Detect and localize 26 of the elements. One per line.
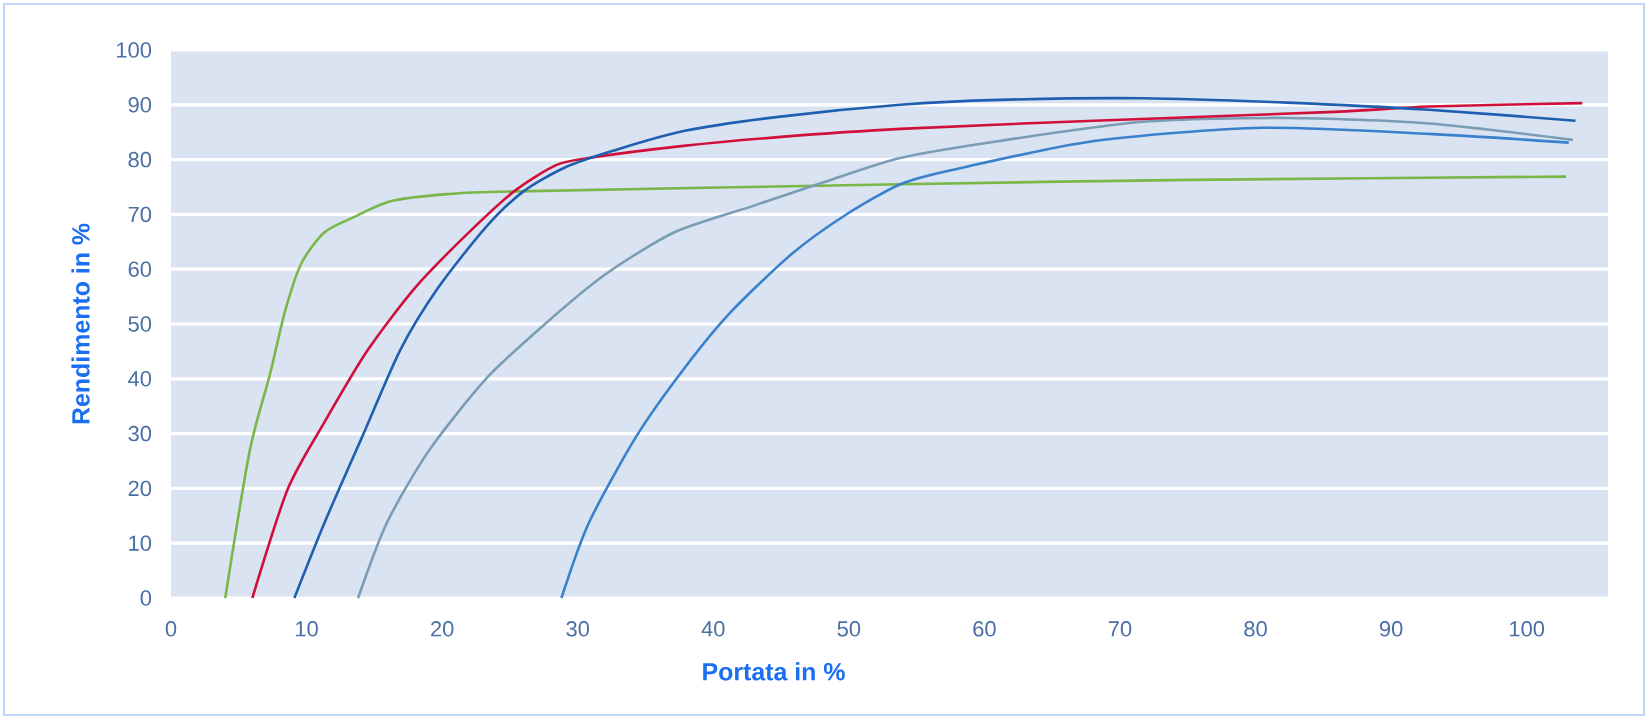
x-tick-label: 10 — [296, 621, 318, 637]
y-tick-label: 80 — [128, 151, 152, 168]
x-tick-label: 30 — [566, 621, 590, 637]
y-tick-label: 50 — [128, 316, 152, 332]
x-axis-title: Portata in % — [703, 662, 845, 681]
x-tick-label: 80 — [1244, 621, 1267, 637]
y-tick-label: 60 — [128, 261, 152, 277]
y-tick-label: 70 — [128, 206, 152, 223]
y-tick-label: 0 — [140, 590, 152, 606]
y-tick-label: 100 — [117, 42, 152, 58]
x-tick-label: 50 — [837, 621, 861, 637]
x-tick-label: 70 — [1108, 621, 1132, 637]
y-tick-label: 90 — [128, 97, 152, 113]
y-axis-title: Rendimento in % — [71, 223, 90, 424]
y-tick-label: 30 — [128, 425, 152, 442]
x-tick-label: 60 — [973, 621, 996, 637]
x-tick-label: 40 — [701, 621, 725, 637]
line-series — [560, 126, 1570, 600]
y-tick-label: 40 — [128, 371, 152, 387]
line-series — [223, 175, 1568, 600]
x-tick-label: 90 — [1379, 621, 1403, 637]
x-tick-label: 20 — [431, 621, 454, 637]
x-tick-label: 0 — [165, 621, 177, 637]
x-tick-label: 100 — [1510, 621, 1545, 637]
y-tick-label: 20 — [128, 480, 152, 497]
y-tick-label: 10 — [129, 535, 152, 551]
